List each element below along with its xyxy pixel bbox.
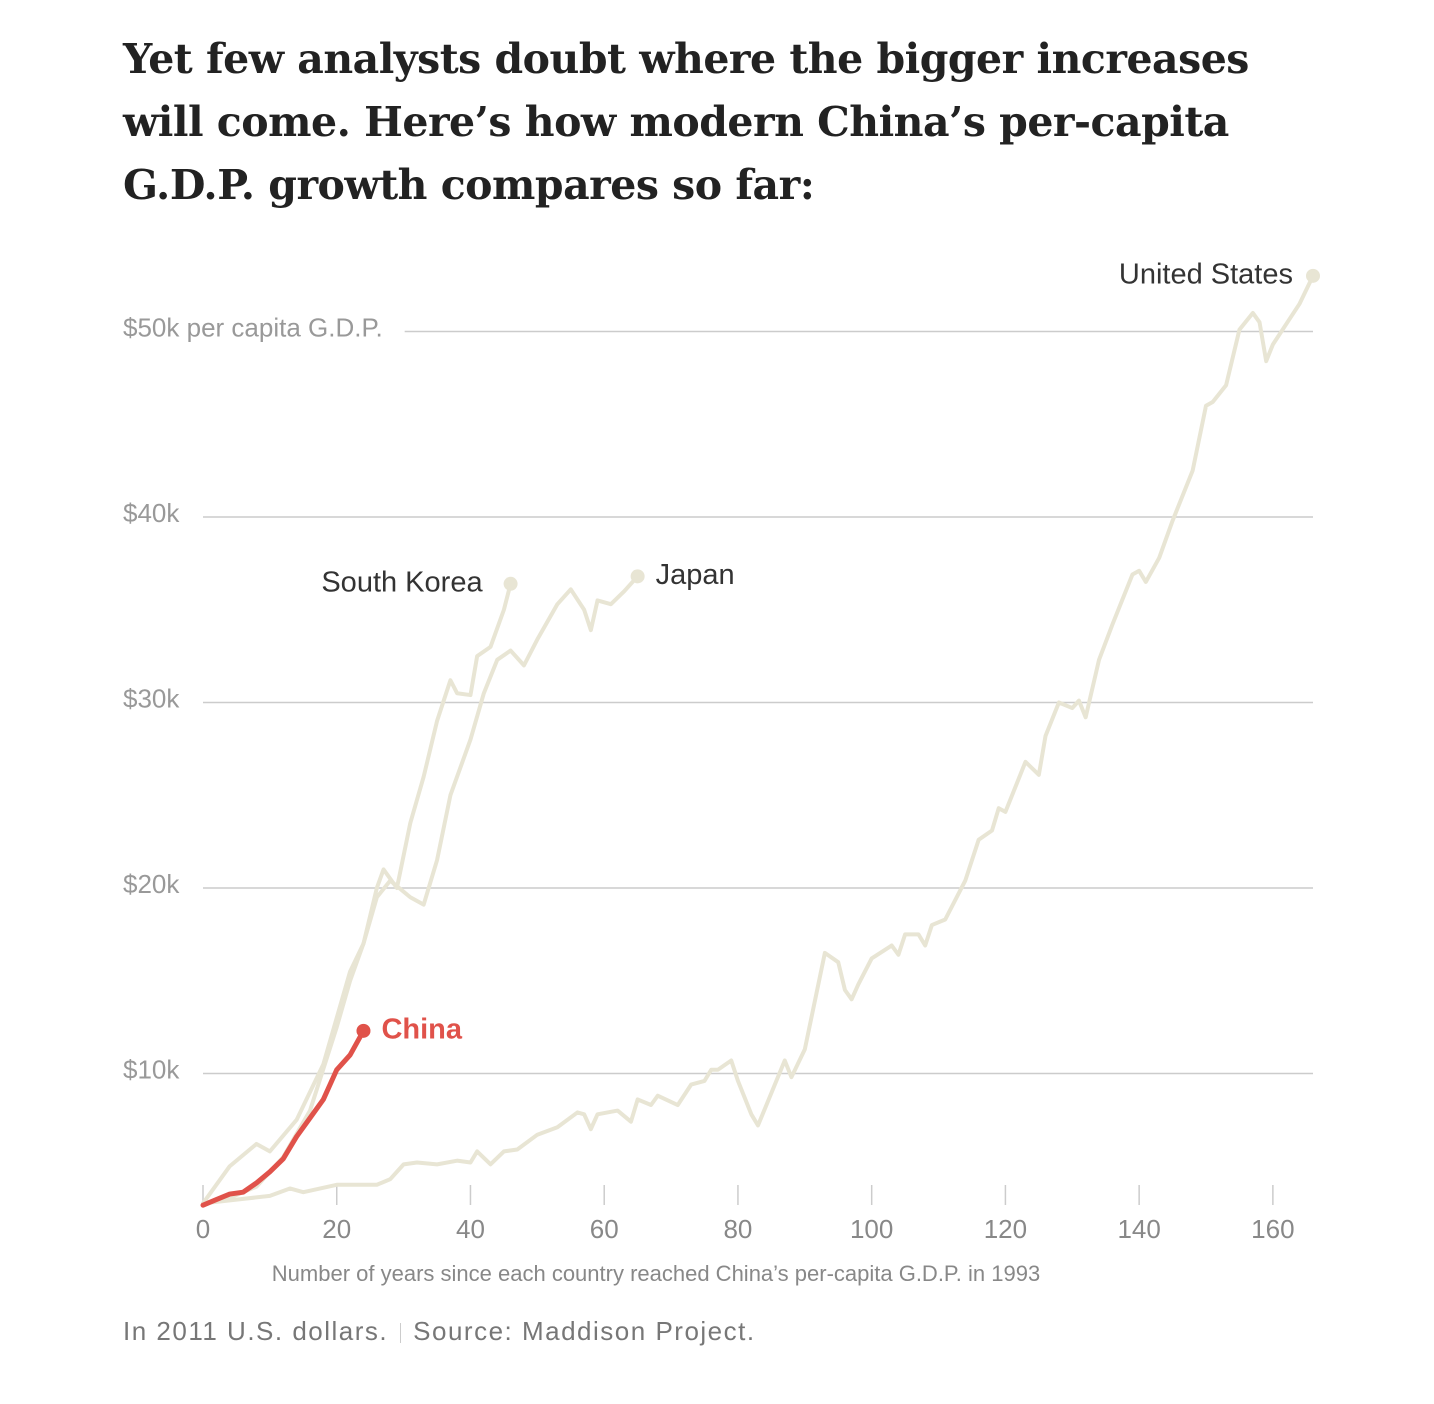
end-dot [356,1023,371,1038]
x-tick-label: 80 [723,1214,752,1244]
x-axis-label: Number of years since each country reach… [272,1261,1040,1286]
series-label: China [381,1013,462,1045]
chart-title: Yet few analysts doubt where the bigger … [123,35,1249,209]
source: Source: Maddison Project. [413,1316,756,1346]
y-tick-label: $50k per capita G.D.P. [123,312,383,342]
series-line [201,581,513,1206]
end-dot [630,569,645,584]
x-tick-label: 160 [1251,1214,1294,1244]
series-line [200,1028,366,1208]
series-line [201,273,1315,1206]
x-tick-label: 0 [196,1214,210,1244]
x-tick-label: 140 [1117,1214,1160,1244]
y-tick-label: $30k [123,683,180,713]
y-tick-label: $20k [123,869,180,899]
series-label: Japan [656,559,735,591]
y-tick-label: $40k [123,498,180,528]
note: In 2011 U.S. dollars. [123,1316,389,1346]
x-tick-label: 100 [850,1214,893,1244]
x-tick-label: 20 [322,1214,351,1244]
series-label: United States [1119,259,1293,291]
x-tick-label: 40 [456,1214,485,1244]
x-tick-label: 60 [590,1214,619,1244]
series-label: South Korea [321,566,483,598]
end-dot [503,576,518,591]
footer: In 2011 U.S. dollars. Source: Maddison Pr… [123,1316,756,1347]
x-tick-label: 120 [984,1214,1027,1244]
end-dot [1306,268,1320,283]
series-line [201,574,640,1206]
separator [400,1323,402,1344]
y-tick-label: $10k [123,1054,180,1084]
